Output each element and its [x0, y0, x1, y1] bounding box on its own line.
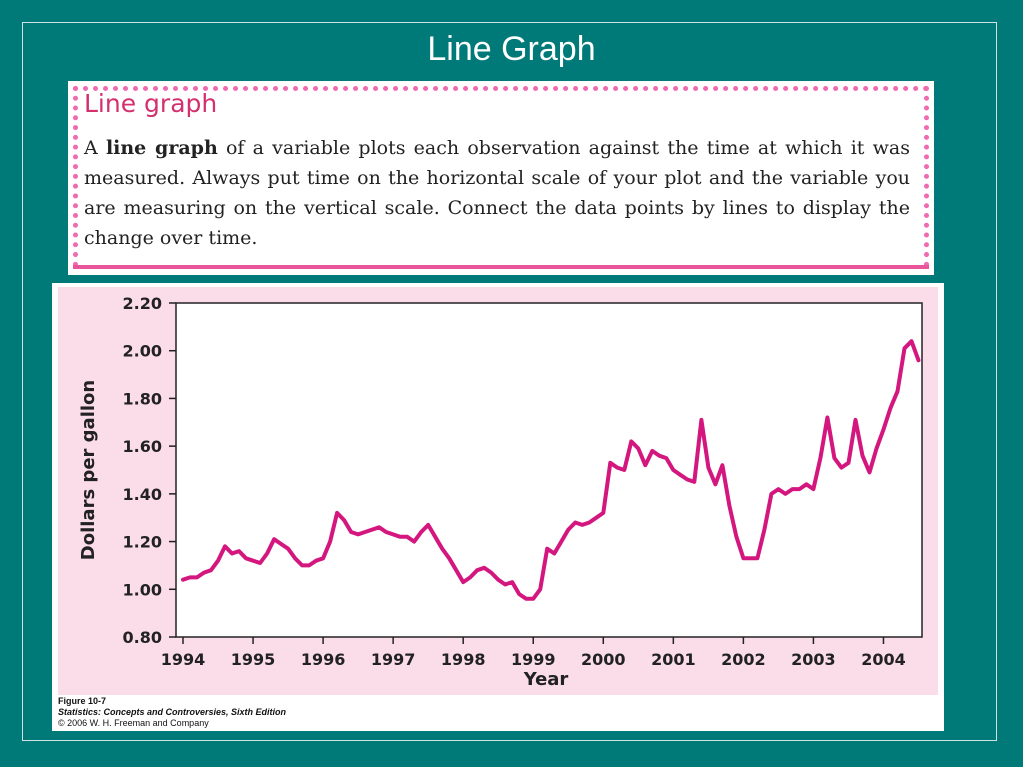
x-tick-label: 1996 — [301, 650, 346, 669]
x-tick-label: 2003 — [791, 650, 836, 669]
caption-figure-number: Figure 10-7 — [58, 696, 107, 706]
y-tick-label: 1.00 — [123, 580, 162, 599]
x-tick-label: 1999 — [511, 650, 556, 669]
definition-box: Line graph A line graph of a variable pl… — [68, 81, 934, 275]
x-tick-label: 2000 — [581, 650, 626, 669]
definition-heading: Line graph — [84, 89, 218, 118]
y-tick-label: 1.40 — [123, 485, 162, 504]
y-tick-label: 1.20 — [123, 533, 162, 552]
definition-text: A line graph of a variable plots each ob… — [84, 133, 910, 253]
x-tick-label: 1998 — [441, 650, 486, 669]
caption-source: Statistics: Concepts and Controversies, … — [58, 707, 287, 717]
y-tick-label: 1.80 — [123, 389, 162, 408]
definition-term: line graph — [105, 137, 218, 159]
x-tick-label: 2004 — [861, 650, 906, 669]
definition-underline — [73, 265, 929, 269]
y-tick-label: 0.80 — [123, 628, 162, 647]
x-tick-label: 1995 — [231, 650, 276, 669]
figure-box: 0.80 1.00 1.20 1.40 1.60 1.80 2.00 2.20 1994 199… — [52, 283, 944, 731]
series-line — [181, 339, 921, 601]
slide-title: Line Graph — [427, 30, 596, 68]
x-tick-label: 1997 — [371, 650, 416, 669]
line-chart: 0.801.001.201.401.601.802.002.20 1994 199… — [78, 294, 923, 690]
x-axis-label: Year — [523, 669, 569, 690]
x-tick-label: 2001 — [651, 650, 696, 669]
x-tick-label: 2002 — [721, 650, 766, 669]
dotted-border — [73, 86, 929, 267]
x-tick-label: 1994 — [161, 650, 206, 669]
figure-caption: Figure 10-7 Statistics: Concepts and Con… — [58, 696, 286, 729]
caption-copyright: © 2006 W. H. Freeman and Company — [58, 718, 209, 728]
y-axis-label: Dollars per gallon — [78, 380, 99, 560]
definition-text-post: of a variable plots each observation aga… — [84, 137, 910, 249]
definition-text-pre: A — [84, 137, 106, 159]
x-axis-ticks: 1994 1995 1996 1997 1998 1999 2000 2001 2002 2003… — [161, 637, 906, 669]
slide-frame — [22, 22, 997, 741]
y-tick-label: 2.20 — [123, 294, 162, 313]
y-axis-ticks: 0.80 1.00 1.20 1.40 1.60 1.80 2.00 2.20 — [123, 294, 176, 647]
y-tick-label: 2.00 — [123, 342, 162, 361]
plot-frame — [175, 302, 923, 638]
y-tick-label: 1.60 — [123, 437, 162, 456]
